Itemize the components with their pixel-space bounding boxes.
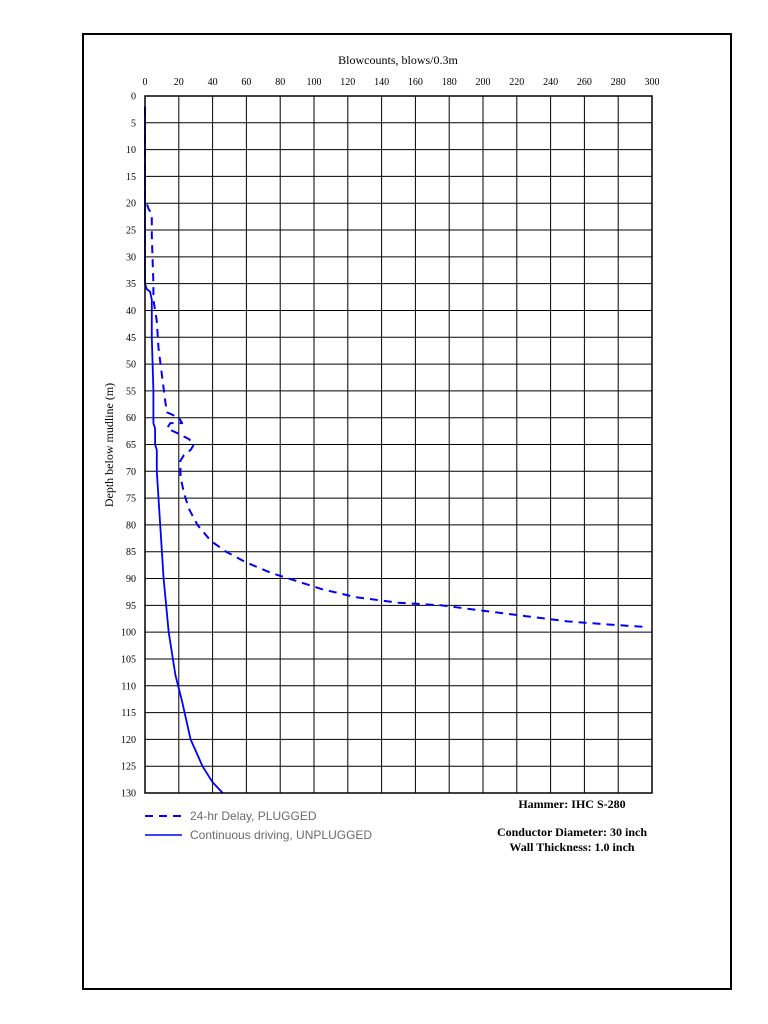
y-tick-label: 115 <box>121 708 136 719</box>
plot-border <box>144 95 653 794</box>
y-tick-label: 25 <box>126 226 136 237</box>
y-tick-label: 5 <box>131 118 136 129</box>
y-tick-label: 110 <box>121 681 136 692</box>
y-tick-label: 45 <box>126 333 136 344</box>
y-tick-label: 50 <box>126 360 136 371</box>
x-tick-label: 100 <box>307 77 322 88</box>
y-tick-label: 35 <box>126 279 136 290</box>
grid <box>144 95 653 794</box>
x-axis-title: Blowcounts, blows/0.3m <box>338 53 458 67</box>
y-tick-label: 100 <box>121 628 136 639</box>
y-tick-label: 30 <box>126 252 136 263</box>
x-tick-label: 140 <box>374 77 389 88</box>
x-tick-label: 300 <box>645 77 660 88</box>
y-tick-label: 70 <box>126 467 136 478</box>
x-tick-label: 80 <box>275 77 285 88</box>
y-axis-title: Depth below mudline (m) <box>102 383 116 507</box>
x-tick-label: 60 <box>241 77 251 88</box>
wall-thickness-note: Wall Thickness: 1.0 inch <box>509 840 634 854</box>
y-tick-label: 80 <box>126 520 136 531</box>
x-tick-label: 220 <box>509 77 524 88</box>
x-tick-label: 200 <box>476 77 491 88</box>
conductor-diameter-note: Conductor Diameter: 30 inch <box>497 825 647 839</box>
y-tick-label: 20 <box>126 199 136 210</box>
legend: 24-hr Delay, PLUGGED Continuous driving,… <box>145 809 372 842</box>
legend-label-plugged: 24-hr Delay, PLUGGED <box>190 809 317 823</box>
x-tick-labels: 0 20 40 60 80 100 120 140 160 180 200 220 240 260 280 3… <box>143 77 660 88</box>
y-tick-label: 10 <box>126 145 136 156</box>
chart-frame <box>82 33 732 990</box>
y-tick-label: 120 <box>121 735 136 746</box>
y-tick-label: 60 <box>126 413 136 424</box>
x-tick-label: 180 <box>442 77 457 88</box>
series-lines <box>144 106 644 794</box>
x-tick-label: 160 <box>408 77 423 88</box>
x-tick-label: 20 <box>174 77 184 88</box>
legend-label-unplugged: Continuous driving, UNPLUGGED <box>190 828 372 842</box>
x-tick-label: 280 <box>611 77 626 88</box>
y-tick-label: 85 <box>126 547 136 558</box>
x-tick-label: 120 <box>340 77 355 88</box>
y-tick-label: 95 <box>126 601 136 612</box>
series-line-unplugged <box>144 106 224 794</box>
series-line-plugged <box>144 106 644 628</box>
y-tick-label: 75 <box>126 494 136 505</box>
y-tick-label: 55 <box>126 386 136 397</box>
hammer-note: Hammer: IHC S-280 <box>518 797 625 811</box>
x-tick-label: 240 <box>543 77 558 88</box>
x-tick-label: 0 <box>143 77 148 88</box>
y-tick-label: 125 <box>121 762 136 773</box>
y-tick-label: 0 <box>131 92 136 103</box>
y-tick-label: 130 <box>121 789 136 800</box>
y-tick-label: 40 <box>126 306 136 317</box>
y-tick-label: 65 <box>126 440 136 451</box>
y-tick-label: 105 <box>121 654 136 665</box>
y-tick-label: 15 <box>126 172 136 183</box>
y-tick-label: 90 <box>126 574 136 585</box>
x-tick-label: 260 <box>577 77 592 88</box>
y-tick-labels: 0 5 10 15 20 25 30 35 40 45 50 55 60 65 70 75 80 85 90 95 10… <box>121 92 136 800</box>
x-tick-label: 40 <box>208 77 218 88</box>
